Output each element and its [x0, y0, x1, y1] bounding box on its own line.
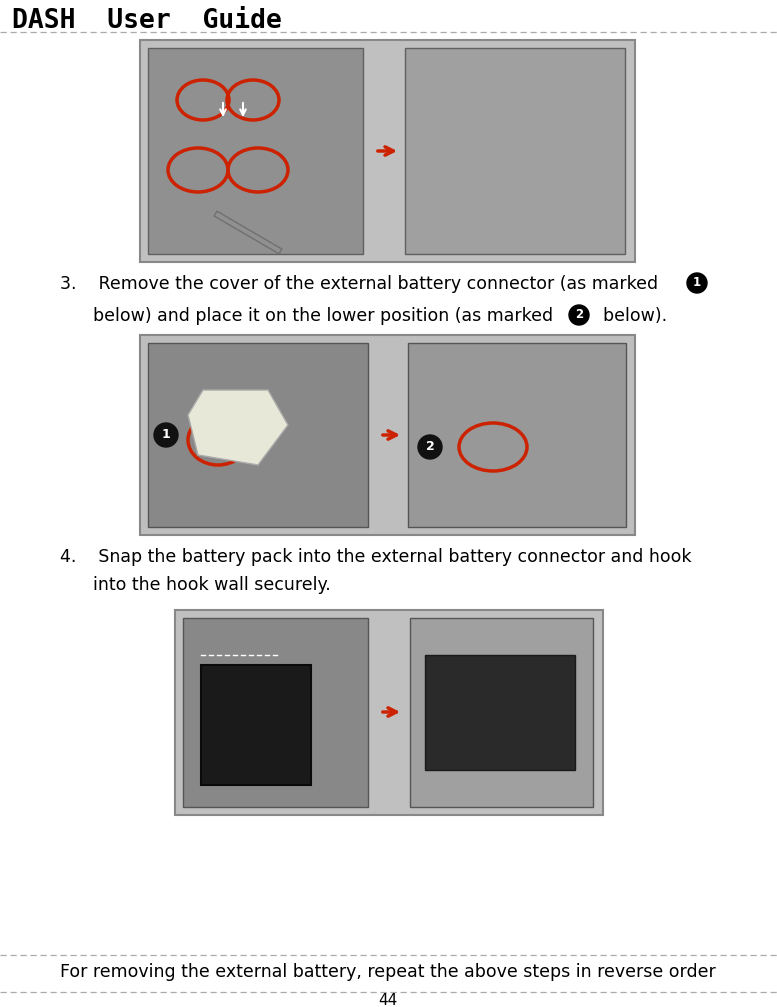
Text: For removing the external battery, repeat the above steps in reverse order: For removing the external battery, repea… — [60, 963, 716, 981]
Bar — [148, 343, 368, 527]
Text: 1: 1 — [162, 429, 170, 441]
Text: 2: 2 — [426, 440, 434, 453]
Circle shape — [418, 435, 442, 459]
Text: below) and place it on the lower position (as marked: below) and place it on the lower positio… — [60, 307, 559, 325]
Text: 3.    Remove the cover of the external battery connector (as marked: 3. Remove the cover of the external batt… — [60, 275, 664, 293]
Bar — [425, 655, 575, 770]
Text: below).: below). — [592, 307, 667, 325]
Bar — [140, 335, 635, 535]
Bar — [183, 618, 368, 807]
Bar — [201, 665, 311, 785]
Text: DASH  User  Guide: DASH User Guide — [12, 8, 282, 34]
Bar — [408, 343, 626, 527]
Text: 4.    Snap the battery pack into the external battery connector and hook: 4. Snap the battery pack into the extern… — [60, 548, 692, 566]
Polygon shape — [188, 390, 288, 465]
Bar — [405, 48, 625, 254]
Text: 44: 44 — [378, 993, 398, 1007]
Circle shape — [154, 423, 178, 447]
Bar — [410, 618, 593, 807]
Text: 1: 1 — [693, 277, 701, 289]
Bar — [175, 610, 603, 815]
Circle shape — [569, 305, 589, 325]
Text: 2: 2 — [575, 308, 583, 321]
Circle shape — [687, 273, 707, 293]
Bar — [148, 48, 363, 254]
Text: into the hook wall securely.: into the hook wall securely. — [60, 576, 331, 594]
Bar — [140, 40, 635, 262]
